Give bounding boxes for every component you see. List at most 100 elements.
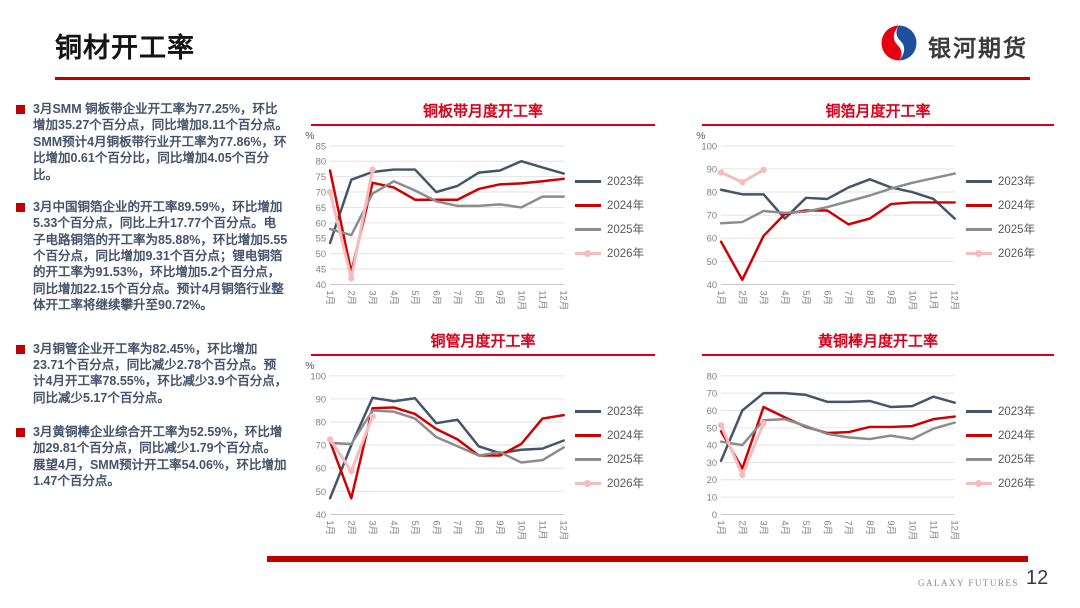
svg-text:60: 60 xyxy=(316,217,326,228)
chart-title: 铜板带月度开工率 xyxy=(422,103,543,120)
legend-line-swatch-icon xyxy=(575,409,601,413)
svg-text:%: % xyxy=(305,131,314,142)
svg-text:7月: 7月 xyxy=(453,520,464,535)
legend-label: 2025年 xyxy=(607,454,645,466)
legend-line-swatch-icon xyxy=(966,227,992,231)
svg-text:4月: 4月 xyxy=(780,290,791,305)
legend-item: 2025年 xyxy=(966,451,1035,467)
svg-text:12月: 12月 xyxy=(950,520,961,540)
svg-text:85: 85 xyxy=(316,140,326,151)
bullet-text: 3月中国铜箔企业的开工率89.59%，环比增加5.33个百分点，同比上升17.7… xyxy=(33,199,288,313)
chart-title-divider xyxy=(311,124,655,126)
legend-label: 2025年 xyxy=(998,454,1036,466)
legend-line-swatch-icon xyxy=(575,249,601,257)
legend-marker-dot-icon xyxy=(975,479,982,487)
svg-text:2月: 2月 xyxy=(346,520,357,535)
svg-text:70: 70 xyxy=(707,388,717,399)
svg-text:12月: 12月 xyxy=(559,520,570,540)
bullet-brass-rod: 3月黄铜棒企业综合开工率为52.59%，环比增加29.81个百分点，同比减少1.… xyxy=(16,424,288,490)
svg-text:3月: 3月 xyxy=(759,290,770,305)
chart-legend: 2023年 2024年 2025年 2026年 xyxy=(966,165,1035,269)
chart-title: 黄铜棒月度开工率 xyxy=(817,333,938,350)
bullet-square-icon xyxy=(16,428,25,437)
svg-text:5月: 5月 xyxy=(801,290,812,305)
svg-text:4月: 4月 xyxy=(389,290,400,305)
svg-text:4月: 4月 xyxy=(389,520,400,535)
company-name: 银河期货 xyxy=(928,34,1028,61)
title-divider xyxy=(55,77,1030,80)
svg-text:70: 70 xyxy=(707,210,717,221)
svg-text:100: 100 xyxy=(310,370,326,381)
line-chart-copper-strip: 40 45 50 55 60 65 70 75 80 85% 1月 2月 3月 4月 5月 6月 7月 8月 9月 1… xyxy=(305,131,569,310)
chart-panel-copper-foil: 铜箔月度开工率 40 50 60 70 80 90 100% 1月 2月 3月 4月 5月 6月 7月 8月… xyxy=(688,100,1068,328)
bullet-text: 3月铜管企业开工率为82.45%，环比增加23.71个百分点，同比减少2.78个… xyxy=(33,341,288,405)
svg-text:8月: 8月 xyxy=(865,520,876,535)
svg-text:6月: 6月 xyxy=(431,520,442,535)
bullet-square-icon xyxy=(16,344,25,354)
svg-text:9月: 9月 xyxy=(495,290,506,305)
line-chart-brass-rod: 0 10 20 30 40 50 60 70 80 1月 2月 3月 4月 5月 6月 7月 8月 9月 10月 11… xyxy=(707,370,961,540)
svg-text:1月: 1月 xyxy=(325,520,336,535)
chart-panel-copper-strip: 铜板带月度开工率 40 45 50 55 60 65 70 75 80 85% 1月 2月 3月 4月 5月… xyxy=(297,100,669,328)
svg-text:10月: 10月 xyxy=(516,520,527,540)
svg-text:60: 60 xyxy=(316,463,326,474)
chart-title: 铜管月度开工率 xyxy=(430,333,536,350)
svg-text:%: % xyxy=(696,131,705,142)
legend-label: 2024年 xyxy=(998,430,1036,442)
legend-label: 2024年 xyxy=(998,200,1036,212)
svg-text:9月: 9月 xyxy=(886,520,897,535)
legend-item: 2024年 xyxy=(575,197,644,213)
line-chart-copper-tube: 40 50 60 70 80 90 100% 1月 2月 3月 4月 5月 6月 7月 8月 9月 10月 11月… xyxy=(305,361,570,540)
svg-text:2月: 2月 xyxy=(346,290,357,305)
legend-line-swatch-icon xyxy=(575,227,601,231)
svg-text:40: 40 xyxy=(316,279,326,290)
svg-text:11月: 11月 xyxy=(928,520,939,539)
svg-text:7月: 7月 xyxy=(453,290,464,305)
svg-text:3月: 3月 xyxy=(368,520,379,535)
svg-text:70: 70 xyxy=(316,187,326,198)
svg-text:65: 65 xyxy=(316,202,326,213)
legend-label: 2026年 xyxy=(998,248,1036,260)
legend-label: 2023年 xyxy=(607,406,645,418)
legend-label: 2023年 xyxy=(607,176,645,188)
footer-brand: GALAXY FUTURES xyxy=(918,578,1019,588)
legend-item: 2023年 xyxy=(575,403,644,419)
bullet-text: 3月SMM 铜板带企业开工率为77.25%，环比增加35.27个百分点，同比增加… xyxy=(33,102,288,182)
bullet-text: 3月黄铜棒企业综合开工率为52.59%，环比增加29.81个百分点，同比减少1.… xyxy=(33,425,287,489)
legend-item: 2026年 xyxy=(575,475,644,491)
legend-label: 2023年 xyxy=(998,406,1036,418)
svg-text:8月: 8月 xyxy=(865,290,876,305)
bullet-copper-strip: 3月SMM 铜板带企业开工率为77.25%，环比增加35.27个百分点，同比增加… xyxy=(16,101,288,183)
svg-text:10: 10 xyxy=(707,492,717,503)
legend-line-swatch-icon xyxy=(575,179,601,183)
svg-text:4月: 4月 xyxy=(780,520,791,535)
chart-title-divider xyxy=(311,354,655,356)
svg-text:50: 50 xyxy=(316,486,326,497)
svg-text:6月: 6月 xyxy=(822,290,833,305)
svg-text:11月: 11月 xyxy=(928,290,939,309)
svg-text:11月: 11月 xyxy=(537,290,548,309)
legend-label: 2024年 xyxy=(607,200,645,212)
legend-line-swatch-icon xyxy=(966,249,992,257)
svg-text:1月: 1月 xyxy=(325,290,336,305)
legend-item: 2024年 xyxy=(966,197,1035,213)
svg-text:40: 40 xyxy=(316,509,326,520)
legend-item: 2025年 xyxy=(575,221,644,237)
svg-text:90: 90 xyxy=(707,163,717,174)
svg-text:60: 60 xyxy=(707,233,717,244)
legend-line-swatch-icon xyxy=(966,433,992,437)
summary-text-column: 3月SMM 铜板带企业开工率为77.25%，环比增加35.27个百分点，同比增加… xyxy=(16,101,288,490)
legend-marker-dot-icon xyxy=(975,249,982,257)
svg-text:10月: 10月 xyxy=(516,290,527,310)
legend-line-swatch-icon xyxy=(966,479,992,487)
bullet-square-icon xyxy=(16,105,25,114)
svg-text:40: 40 xyxy=(707,440,717,451)
svg-text:75: 75 xyxy=(316,171,326,182)
legend-label: 2025年 xyxy=(607,224,645,236)
svg-text:1月: 1月 xyxy=(716,520,727,535)
svg-text:5月: 5月 xyxy=(410,290,421,305)
legend-line-swatch-icon xyxy=(575,457,601,461)
line-chart-copper-foil: 40 50 60 70 80 90 100% 1月 2月 3月 4月 5月 6月 7月 8月 9月 10月 11月… xyxy=(696,131,960,310)
svg-text:5月: 5月 xyxy=(410,520,421,535)
page-title: 铜材开工率 xyxy=(55,33,195,63)
